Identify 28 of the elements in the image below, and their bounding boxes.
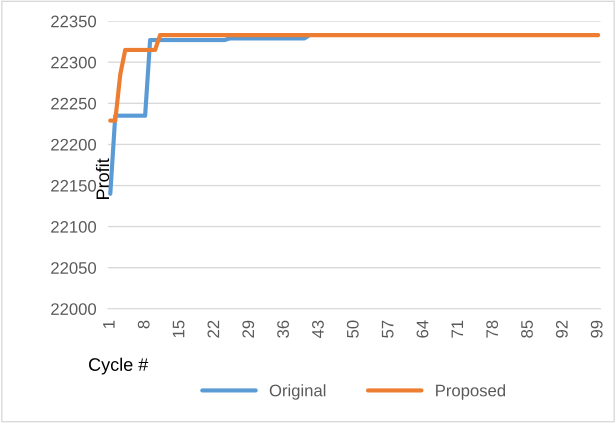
y-tick-label: 22350	[51, 16, 96, 28]
x-tick-label: 22	[207, 320, 220, 338]
x-tick-label: 50	[346, 320, 359, 338]
y-tick-label: 22150	[51, 180, 96, 192]
y-tick-label: 22200	[51, 138, 96, 151]
legend-label: Proposed	[436, 384, 506, 400]
y-tick-label: 22250	[51, 98, 96, 110]
x-tick-label: 1	[103, 320, 115, 328]
x-tick-label: 57	[382, 320, 394, 338]
x-tick-label: 43	[312, 320, 324, 338]
y-tick-label: 22100	[51, 221, 96, 233]
x-tick-label: 99	[590, 320, 603, 338]
x-tick-label: 29	[242, 320, 254, 338]
line-series	[108, 33, 600, 123]
x-tick-label: 15	[172, 320, 184, 338]
x-tick-label: 78	[486, 320, 498, 338]
x-axis-title: Cycle #	[89, 358, 148, 375]
x-tick-label: 8	[138, 320, 150, 328]
x-tick-label: 85	[521, 320, 533, 338]
x-tick-label: 92	[556, 320, 568, 338]
x-tick-label: 64	[416, 320, 428, 338]
y-tick-label: 22300	[51, 56, 96, 68]
x-tick-label: 36	[277, 320, 289, 338]
y-axis-title: Profit	[96, 158, 110, 199]
legend-label: Original	[270, 384, 326, 400]
x-tick-label: 71	[452, 320, 464, 338]
y-tick-label: 22000	[51, 303, 96, 315]
y-tick-label: 22050	[51, 262, 96, 274]
